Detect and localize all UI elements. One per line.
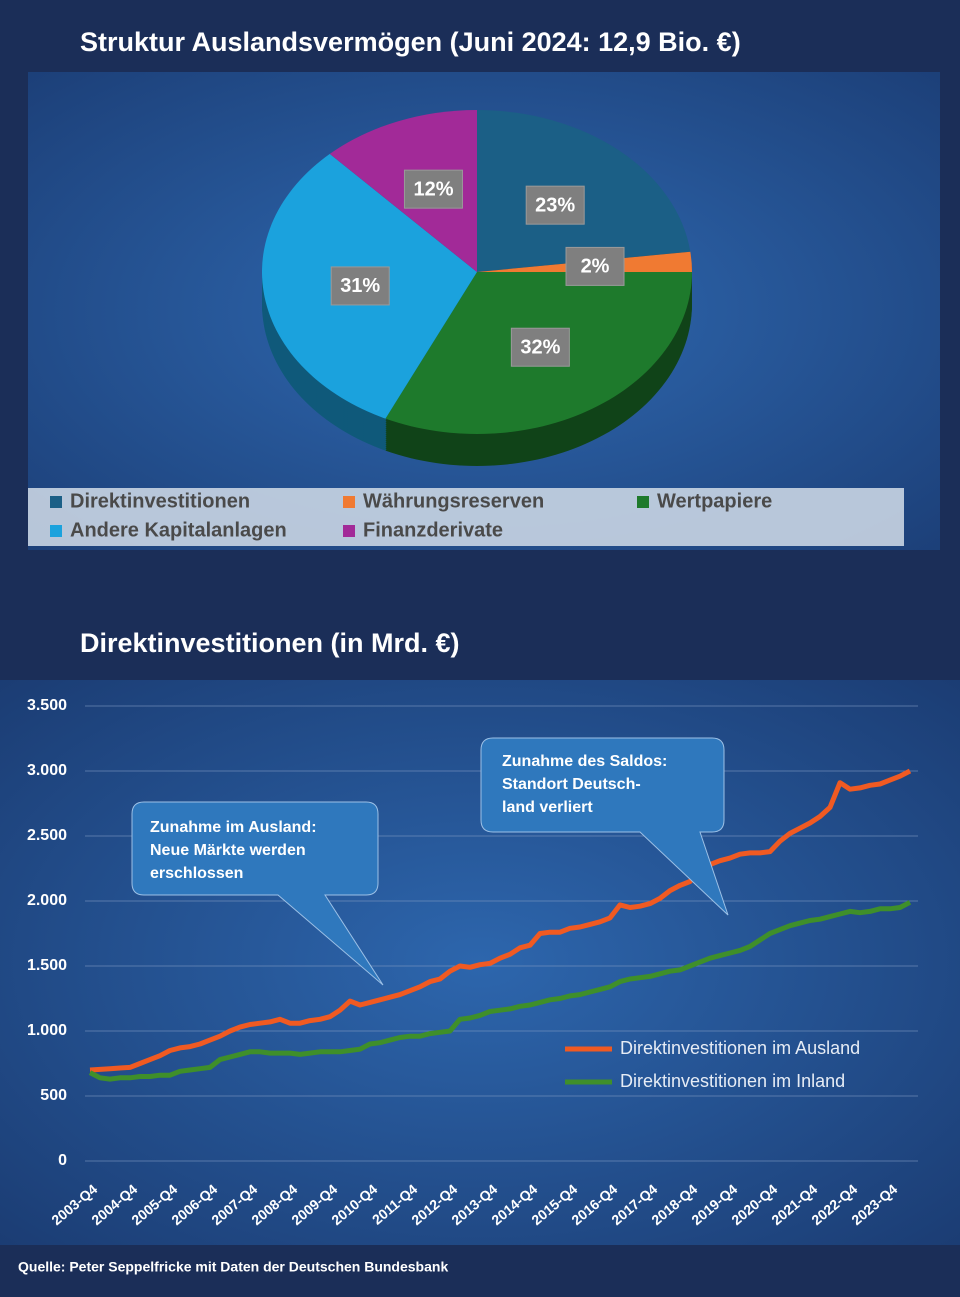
chart-title: Struktur Auslandsvermögen (Juni 2024: 12… (80, 27, 741, 57)
legend-swatch (50, 496, 62, 508)
legend-label: Währungsreserven (363, 490, 544, 512)
legend-swatch (637, 496, 649, 508)
source: Quelle: Peter Seppelfricke mit Daten der… (18, 1259, 448, 1275)
y-tick-label: 2.000 (27, 892, 67, 909)
legend-label: Direktinvestitionen (70, 490, 250, 512)
callout (131, 801, 384, 986)
callout (480, 737, 729, 916)
y-tick-label: 500 (40, 1087, 67, 1104)
y-tick-label: 2.500 (27, 827, 67, 844)
label-box (330, 266, 390, 306)
annotation: Zunahme im Ausland: (150, 819, 317, 836)
data-label: 23% (535, 194, 575, 216)
label-box (403, 169, 463, 209)
pie-slice (329, 110, 477, 272)
legend-label: Wertpapiere (657, 490, 772, 512)
series-line (88, 900, 912, 1082)
legend-label: Andere Kapitalanlagen (70, 519, 287, 541)
legend-label: Direktinvestitionen im Ausland (620, 1038, 860, 1058)
label-box (510, 327, 570, 367)
y-tick-label: 3.000 (27, 762, 67, 779)
legend-swatch (343, 525, 355, 537)
label-box (525, 185, 585, 225)
annotation: Standort Deutsch- (502, 776, 641, 793)
annotation: erschlossen (150, 865, 243, 882)
legend-label: Direktinvestitionen im Inland (620, 1071, 845, 1091)
legend-swatch (50, 525, 62, 537)
legend-label: Finanzderivate (363, 519, 503, 541)
annotation: land verliert (502, 799, 593, 816)
data-label: 31% (340, 275, 380, 297)
annotation: Neue Märkte werden (150, 842, 306, 859)
y-tick-label: 1.500 (27, 957, 67, 974)
annotation: Zunahme des Saldos: (502, 753, 667, 770)
y-tick-label: 1.000 (27, 1022, 67, 1039)
y-tick-label: 3.500 (27, 697, 67, 714)
label-box (565, 246, 625, 286)
y-tick-label: 0 (58, 1152, 67, 1169)
data-label: 32% (520, 337, 560, 359)
legend-swatch (343, 496, 355, 508)
data-label: 2% (581, 256, 610, 278)
data-label: 12% (413, 178, 453, 200)
chart-title: Direktinvestitionen (in Mrd. €) (80, 628, 460, 658)
series-line (89, 768, 912, 1073)
pie-legend-box (28, 488, 904, 546)
